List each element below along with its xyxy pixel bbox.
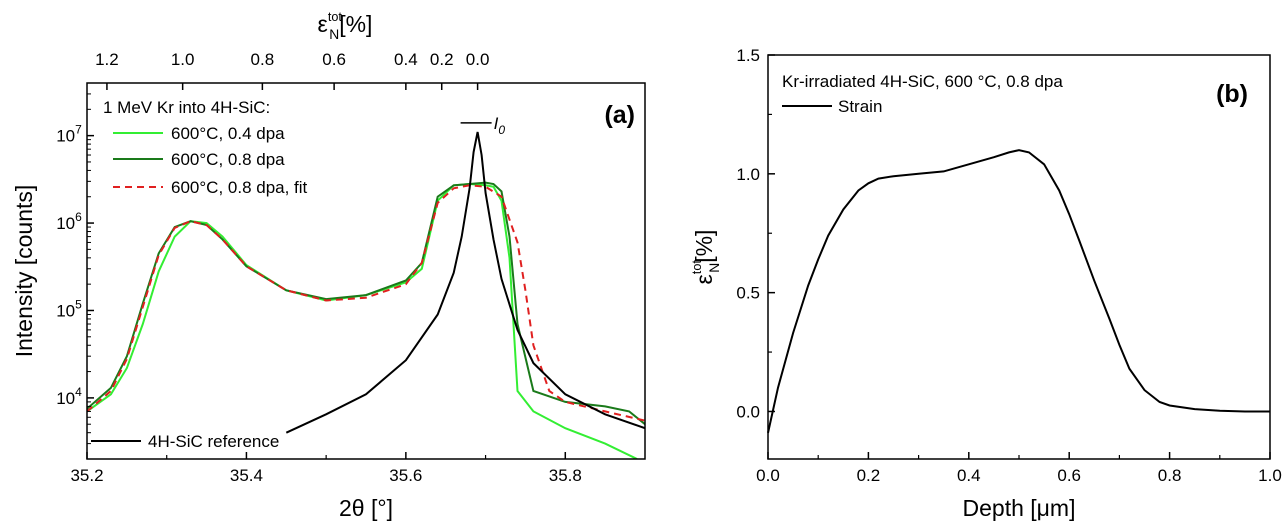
plot-frame-a xyxy=(86,82,646,460)
top-tick-label-a: 0.4 xyxy=(394,50,418,69)
series-line-3 xyxy=(87,184,645,422)
x-tick-label-b: 0.8 xyxy=(1158,466,1182,485)
top-tick-label-a: 1.2 xyxy=(95,50,119,69)
x-tick-label-b: 1.0 xyxy=(1258,466,1282,485)
x-tick-label-b: 0.6 xyxy=(1057,466,1081,485)
top-tick-label-a: 1.0 xyxy=(171,50,195,69)
y-tick-label-a: 104 xyxy=(56,385,82,408)
legend-title-b: Kr-irradiated 4H-SiC, 600 °C, 0.8 dpa xyxy=(782,72,1063,91)
x-tick-label-a: 35.4 xyxy=(230,466,263,485)
y-axis-label-b: εtot N[%] xyxy=(690,230,722,285)
top-tick-label-a: 0.2 xyxy=(430,50,454,69)
y-tick-label-b: 0.0 xyxy=(736,402,760,421)
legend-label-strain: Strain xyxy=(838,97,882,116)
legend-label-2: 600°C, 0.8 dpa xyxy=(171,150,285,169)
series-line-2 xyxy=(87,181,645,425)
x-tick-label-b: 0.0 xyxy=(756,466,780,485)
top-tick-label-a: 0.8 xyxy=(251,50,275,69)
x-tick-label-a: 35.6 xyxy=(389,466,422,485)
legend-label-4: 4H-SiC reference xyxy=(148,432,279,451)
panel-b: 0.0 0.2 0.4 0.6 0.8 1.0 0.0 0.5 1.0 1.5 Depth [μm]… xyxy=(690,46,1282,521)
x-tick-label-a: 35.2 xyxy=(70,466,103,485)
y-axis-label-a: Intensity [counts] xyxy=(11,185,37,358)
panel-label-a: (a) xyxy=(604,101,635,129)
y-tick-label-b: 1.5 xyxy=(736,46,760,65)
top-axis-label-a: εtot N[%] xyxy=(318,10,373,42)
legend-label-3: 600°C, 0.8 dpa, fit xyxy=(171,178,308,197)
y-tick-label-a: 107 xyxy=(56,123,82,146)
top-tick-label-a: 0.0 xyxy=(466,50,490,69)
legend-title-a: 1 MeV Kr into 4H-SiC: xyxy=(103,98,270,117)
x-tick-label-a: 35.8 xyxy=(549,466,582,485)
x-tick-label-b: 0.2 xyxy=(857,466,881,485)
y-tick-label-a: 105 xyxy=(56,297,82,320)
panel-label-b: (b) xyxy=(1216,80,1248,108)
i0-label: I0 xyxy=(494,114,506,137)
series-line-4 xyxy=(285,131,645,434)
top-tick-label-a: 0.6 xyxy=(322,50,346,69)
x-tick-label-b: 0.4 xyxy=(957,466,981,485)
y-tick-label-b: 0.5 xyxy=(736,284,760,303)
x-axis-label-a: 2θ [°] xyxy=(339,495,393,521)
series-line-1 xyxy=(87,182,638,459)
legend-label-1: 600°C, 0.4 dpa xyxy=(171,124,285,143)
y-tick-label-a: 106 xyxy=(56,210,82,233)
panel-a: 35.2 35.4 35.6 35.8 104 105 106 107 1.2 1.0 0.8 0.6… xyxy=(11,10,646,521)
x-axis-label-b: Depth [μm] xyxy=(963,495,1076,521)
strain-line xyxy=(767,149,1270,434)
y-tick-label-b: 1.0 xyxy=(736,165,760,184)
